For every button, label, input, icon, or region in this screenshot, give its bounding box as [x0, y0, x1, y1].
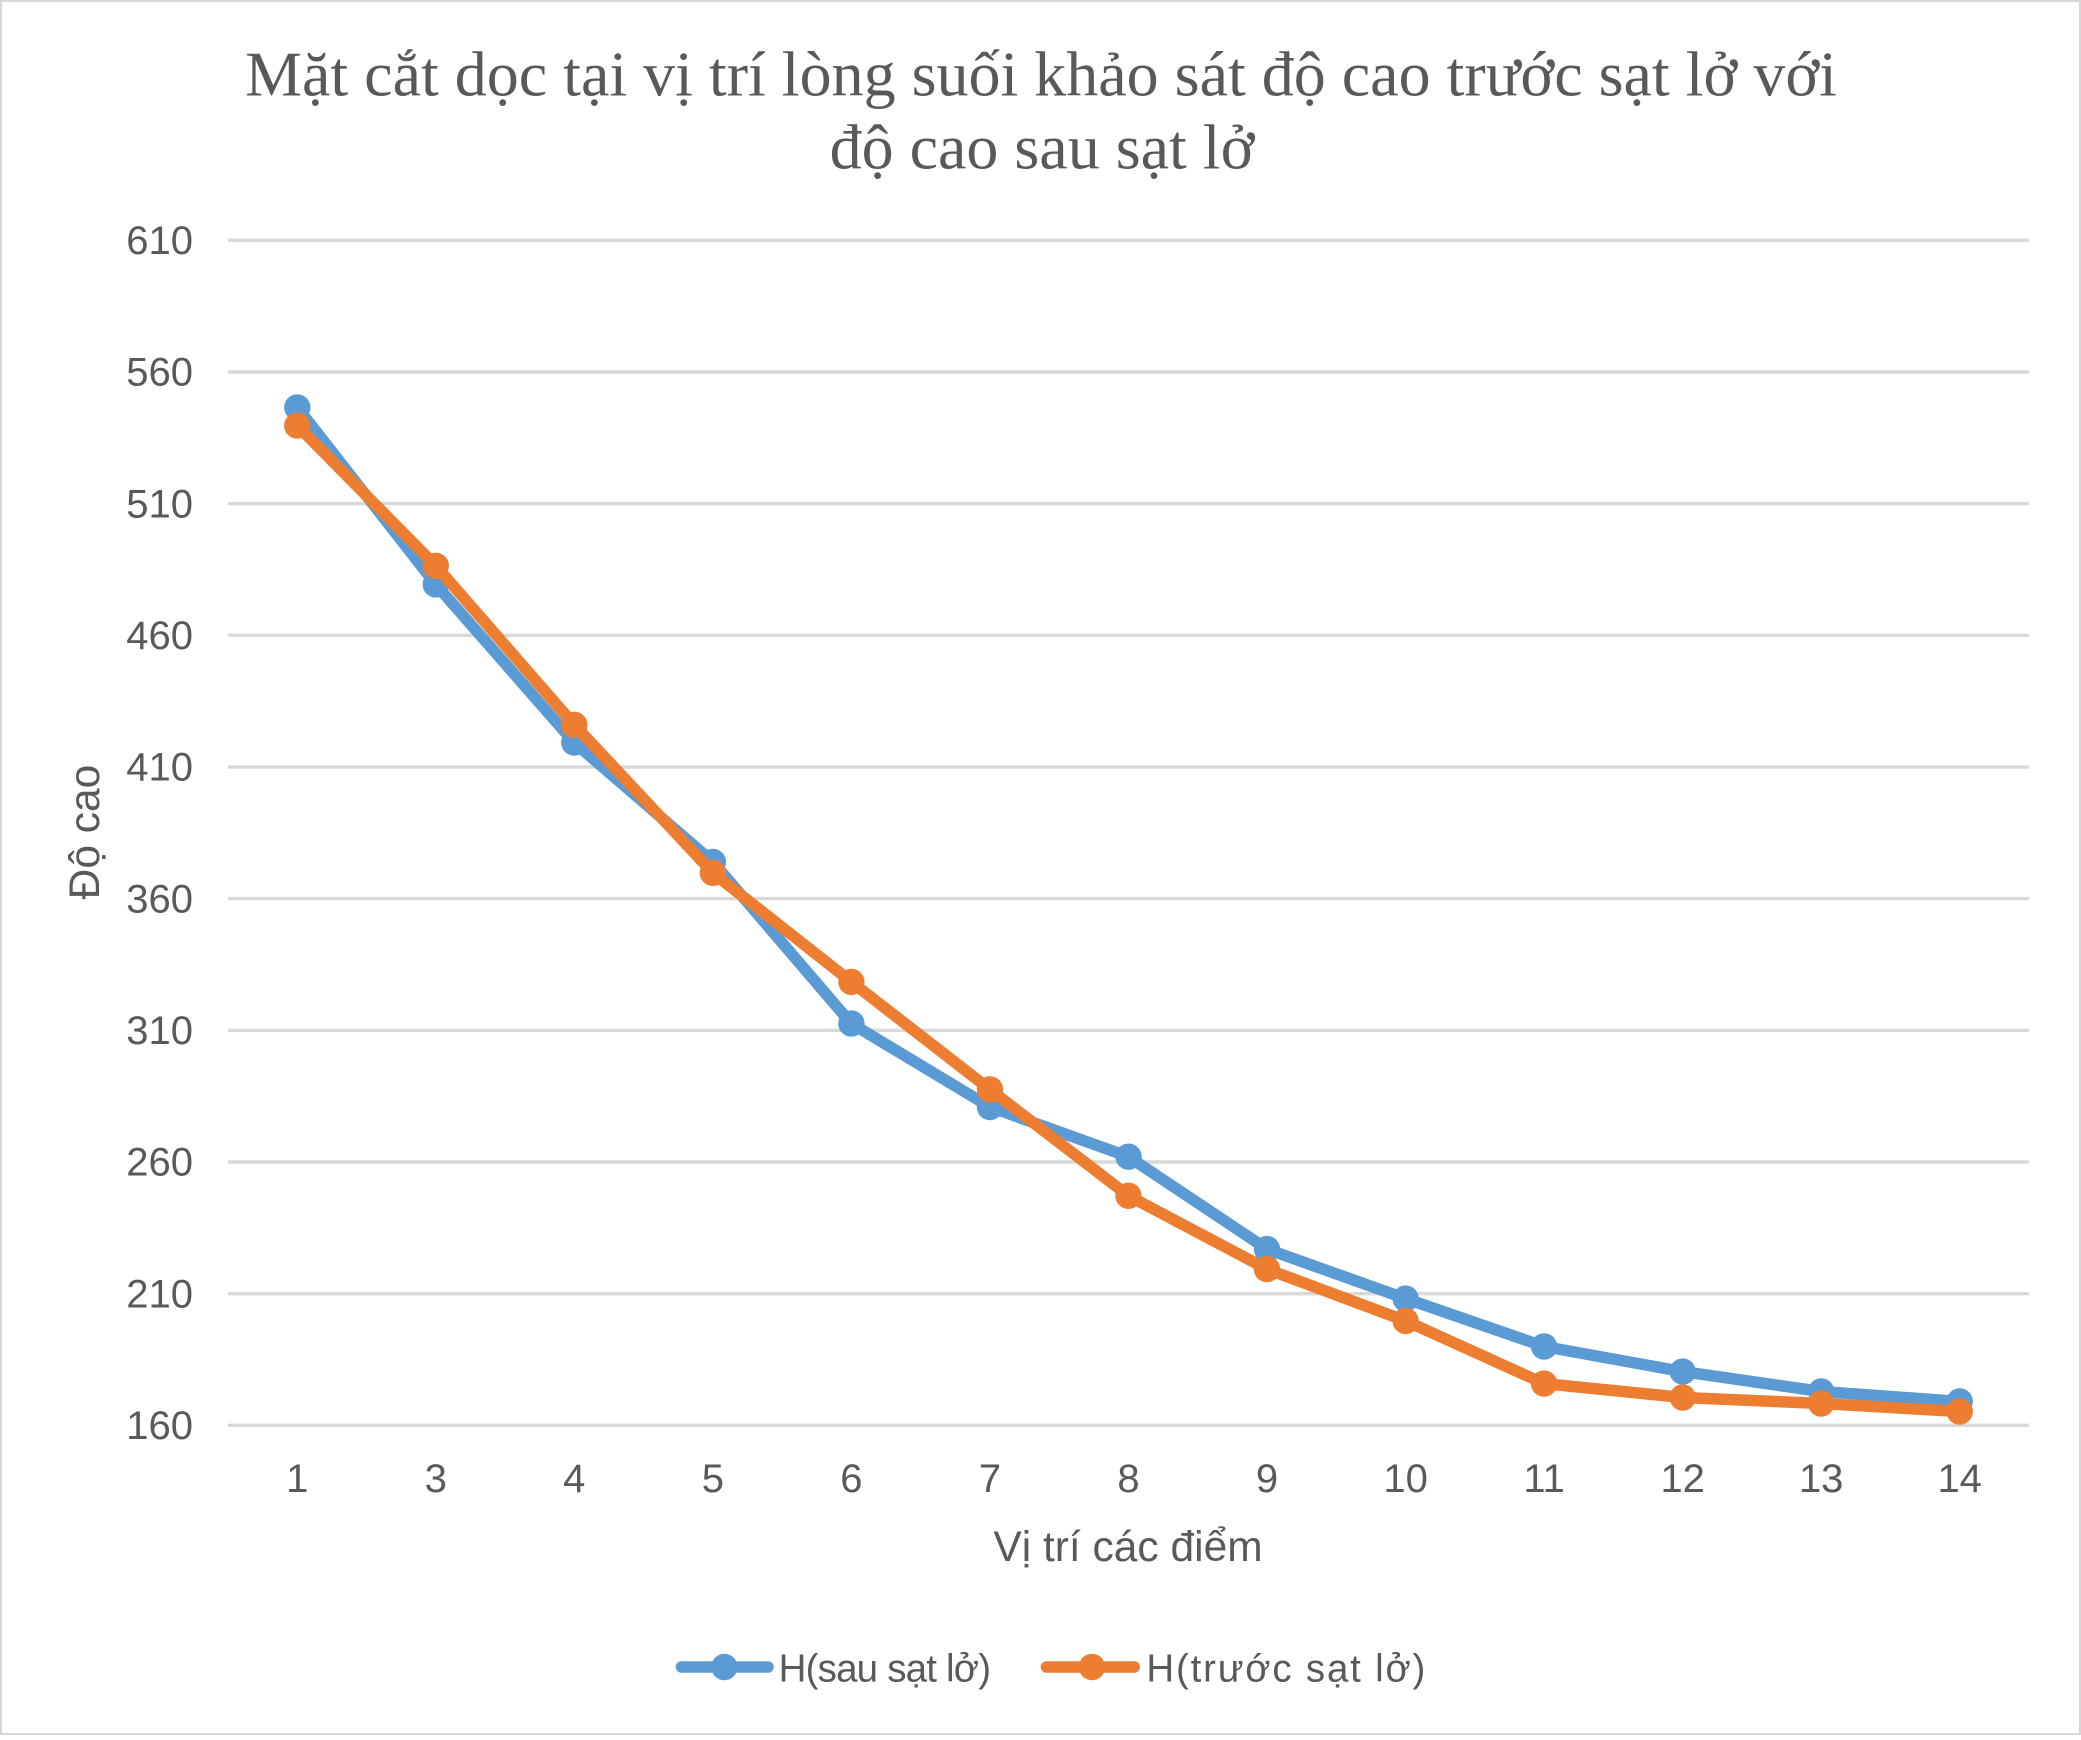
svg-text:360: 360	[126, 877, 193, 921]
svg-text:410: 410	[126, 746, 193, 790]
svg-text:Độ cao: Độ cao	[62, 765, 109, 900]
svg-text:610: 610	[126, 219, 193, 263]
svg-text:160: 160	[126, 1404, 193, 1448]
svg-text:3: 3	[425, 1457, 447, 1501]
svg-text:10: 10	[1383, 1457, 1428, 1501]
svg-text:260: 260	[126, 1141, 193, 1185]
svg-text:Mặt cắt dọc tại vị trí lòng su: Mặt cắt dọc tại vị trí lòng suối khảo sá…	[245, 39, 1837, 110]
svg-text:12: 12	[1660, 1457, 1705, 1501]
svg-text:7: 7	[979, 1457, 1001, 1501]
svg-text:6: 6	[840, 1457, 862, 1501]
svg-text:5: 5	[702, 1457, 724, 1501]
svg-text:H(sau sạt lở): H(sau sạt lở)	[779, 1647, 991, 1690]
svg-text:14: 14	[1937, 1457, 1982, 1501]
svg-text:460: 460	[126, 614, 193, 658]
svg-text:1: 1	[286, 1457, 308, 1501]
svg-text:Vị trí các điểm: Vị trí các điểm	[993, 1524, 1262, 1571]
svg-text:560: 560	[126, 351, 193, 395]
svg-text:độ cao sau sạt lở: độ cao sau sạt lở	[830, 112, 1256, 183]
svg-text:9: 9	[1256, 1457, 1278, 1501]
svg-text:310: 310	[126, 1009, 193, 1053]
svg-text:8: 8	[1117, 1457, 1139, 1501]
svg-text:11: 11	[1523, 1457, 1565, 1501]
svg-text:210: 210	[126, 1272, 193, 1316]
svg-text:13: 13	[1799, 1457, 1844, 1501]
svg-text:H(trước sạt lở): H(trước sạt lở)	[1146, 1647, 1427, 1690]
svg-text:510: 510	[126, 482, 193, 526]
svg-text:4: 4	[563, 1457, 585, 1501]
